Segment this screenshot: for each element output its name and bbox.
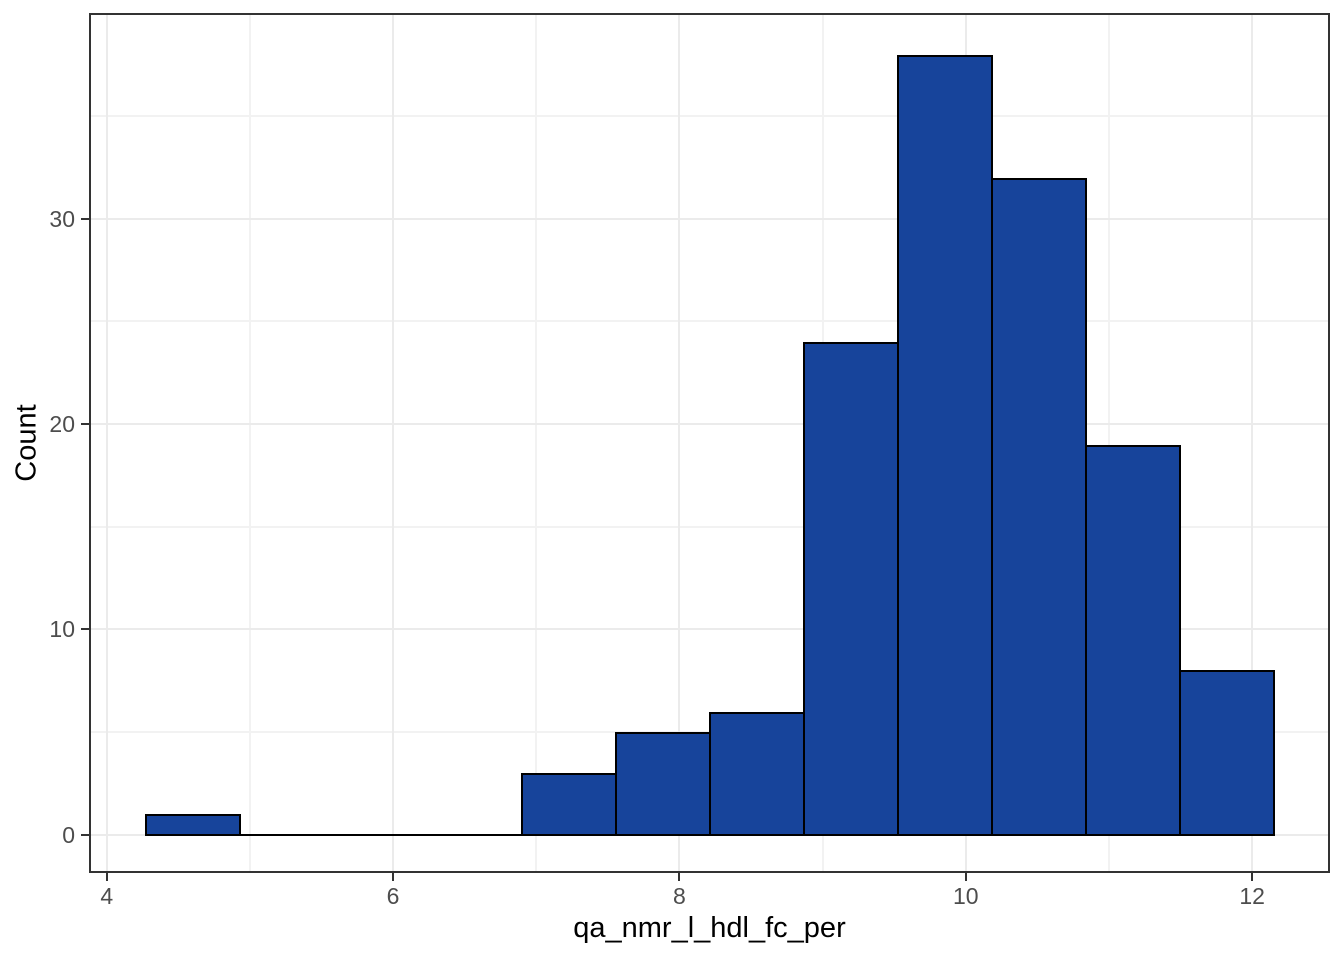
y-tick-mark bbox=[81, 833, 89, 836]
y-tick-mark bbox=[81, 217, 89, 220]
x-tick-mark bbox=[678, 873, 681, 881]
y-tick-label: 20 bbox=[49, 411, 75, 438]
y-tick-mark bbox=[81, 423, 89, 426]
gridline-x-major bbox=[105, 15, 108, 871]
histogram-bar bbox=[802, 342, 899, 836]
y-tick-label: 10 bbox=[49, 616, 75, 643]
gridline-x-major bbox=[1251, 15, 1254, 871]
histogram-bar-zero bbox=[238, 833, 335, 836]
x-tick-mark bbox=[964, 873, 967, 881]
histogram-bar bbox=[144, 814, 241, 836]
gridline-y-minor bbox=[91, 525, 1328, 528]
histogram-bar bbox=[520, 773, 617, 836]
x-tick-mark bbox=[105, 873, 108, 881]
x-axis-title: qa_nmr_l_hdl_fc_per bbox=[573, 912, 846, 944]
x-tick-label: 10 bbox=[952, 883, 979, 909]
y-tick-mark bbox=[81, 628, 89, 631]
gridline-x-minor bbox=[248, 15, 251, 871]
gridline-x-minor bbox=[1107, 15, 1110, 871]
panel-border bbox=[89, 13, 1330, 873]
x-tick-label: 4 bbox=[100, 883, 114, 909]
histogram-bar bbox=[1084, 444, 1181, 836]
histogram-bar bbox=[1178, 670, 1275, 836]
gridline-x-major bbox=[392, 15, 395, 871]
x-tick-mark bbox=[1251, 873, 1254, 881]
gridline-y-minor bbox=[91, 115, 1328, 118]
gridline-x-major bbox=[678, 15, 681, 871]
x-tick-label: 6 bbox=[386, 883, 400, 909]
x-tick-label: 12 bbox=[1239, 883, 1265, 909]
x-tick-mark bbox=[392, 873, 395, 881]
histogram-bar-zero bbox=[426, 833, 523, 836]
gridline-y-major bbox=[91, 217, 1328, 220]
gridline-x-minor bbox=[535, 15, 538, 871]
gridline-y-major bbox=[91, 628, 1328, 631]
y-tick-label: 0 bbox=[62, 821, 75, 848]
x-tick-label: 8 bbox=[673, 883, 686, 909]
plot-panel bbox=[91, 15, 1328, 871]
histogram-bar-zero bbox=[332, 833, 429, 836]
gridline-y-major bbox=[91, 423, 1328, 426]
y-tick-label: 30 bbox=[49, 205, 75, 232]
histogram-bar bbox=[614, 732, 711, 836]
gridline-y-minor bbox=[91, 320, 1328, 323]
